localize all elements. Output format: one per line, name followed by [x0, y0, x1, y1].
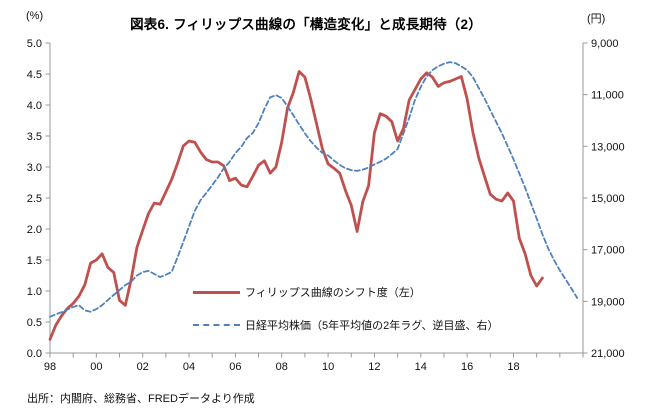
svg-text:04: 04	[183, 361, 195, 373]
svg-text:9,000: 9,000	[591, 38, 619, 50]
svg-text:13,000: 13,000	[591, 141, 625, 153]
svg-text:17,000: 17,000	[591, 245, 625, 257]
blue-dashed-line-swatch	[193, 324, 240, 326]
legend-item-nikkei: 日経平均株価（5年平均値の2年ラグ、逆目盛、右）	[193, 317, 498, 333]
svg-text:1.5: 1.5	[27, 255, 42, 267]
svg-text:00: 00	[90, 361, 102, 373]
svg-text:18: 18	[507, 361, 519, 373]
svg-text:5.0: 5.0	[27, 38, 42, 50]
svg-text:08: 08	[276, 361, 288, 373]
svg-text:12: 12	[368, 361, 380, 373]
svg-text:14: 14	[415, 361, 427, 373]
legend-label: 日経平均株価（5年平均値の2年ラグ、逆目盛、右）	[245, 320, 499, 332]
red-solid-line-swatch	[193, 290, 240, 294]
svg-text:98: 98	[44, 361, 56, 373]
svg-text:4.5: 4.5	[27, 69, 42, 81]
svg-text:11,000: 11,000	[591, 90, 624, 102]
svg-text:10: 10	[322, 361, 334, 373]
svg-text:3.0: 3.0	[27, 162, 42, 174]
svg-text:19,000: 19,000	[591, 296, 625, 308]
left-axis-unit-label: (%)	[26, 10, 44, 22]
svg-text:0.0: 0.0	[27, 348, 42, 360]
svg-text:21,000: 21,000	[591, 348, 625, 360]
svg-text:2.0: 2.0	[27, 224, 42, 236]
svg-text:16: 16	[461, 361, 473, 373]
chart-title: 図表6. フィリップス曲線の「構造変化」と成長期待（2）	[130, 17, 482, 32]
legend-label: フィリップス曲線のシフト度（左）	[245, 287, 421, 299]
right-axis-unit-label: (円)	[587, 13, 606, 25]
svg-text:02: 02	[137, 361, 149, 373]
svg-text:06: 06	[229, 361, 241, 373]
svg-text:3.5: 3.5	[27, 131, 42, 143]
svg-text:4.0: 4.0	[27, 100, 42, 112]
svg-text:2.5: 2.5	[27, 193, 42, 205]
svg-text:0.5: 0.5	[27, 317, 42, 329]
source-note: 出所：内閣府、総務省、FREDデータより作成	[27, 393, 255, 405]
svg-text:1.0: 1.0	[27, 286, 42, 298]
legend-item-phillips-shift: フィリップス曲線のシフト度（左）	[193, 284, 421, 300]
svg-text:15,000: 15,000	[591, 193, 625, 205]
